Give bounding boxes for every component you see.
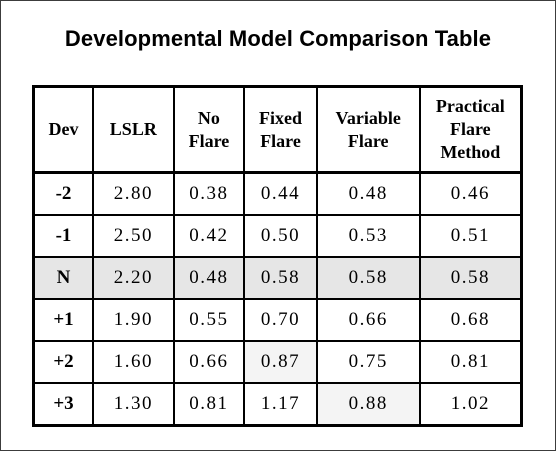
cell-dev: -1	[32, 214, 94, 258]
table-row: +3 1.30 0.81 1.17 0.88 1.02	[32, 382, 523, 427]
cell-fixed-flare: 0.70	[243, 298, 318, 342]
header-fixed-flare-line2: Flare	[260, 130, 301, 151]
header-no-flare-line1: No	[197, 107, 220, 128]
cell-no-flare: 0.42	[172, 214, 246, 258]
cell-lslr: 1.30	[91, 382, 175, 427]
table-title: Developmental Model Comparison Table	[64, 26, 492, 51]
header-practical-line1: Practical	[435, 96, 505, 116]
header-dev: Dev	[32, 85, 94, 174]
cell-practical: 0.58	[418, 256, 523, 300]
header-dev-label: Dev	[48, 119, 79, 139]
cell-fixed-flare: 0.50	[243, 214, 318, 258]
table-row: +1 1.90 0.55 0.70 0.66 0.68	[32, 298, 523, 342]
cell-fixed-flare: 1.17	[243, 382, 318, 427]
header-practical-line2: Flare	[449, 119, 491, 139]
cell-lslr: 1.90	[91, 298, 175, 342]
cell-dev: N	[32, 256, 94, 300]
cell-variable-flare: 0.66	[315, 298, 421, 342]
cell-no-flare: 0.48	[172, 256, 246, 300]
header-variable-flare-line1: Variable	[335, 107, 401, 128]
cell-dev: +1	[32, 298, 94, 342]
cell-lslr: 2.80	[91, 171, 175, 216]
cell-variable-flare: 0.88	[315, 382, 421, 427]
header-variable-flare-line2: Flare	[347, 130, 389, 151]
header-practical-line3: Method	[440, 142, 501, 162]
header-row: Dev LSLR No Flare Fixed Flare Variable F…	[32, 85, 523, 174]
cell-no-flare: 0.66	[172, 340, 246, 384]
header-lslr-label: LSLR	[109, 119, 157, 139]
cell-fixed-flare: 0.58	[243, 256, 318, 300]
header-lslr: LSLR	[91, 85, 175, 174]
header-variable-flare: Variable Flare	[315, 85, 421, 174]
cell-practical: 0.46	[418, 171, 523, 216]
header-no-flare-line2: Flare	[188, 130, 230, 151]
cell-no-flare: 0.38	[172, 171, 246, 216]
cell-dev: -2	[32, 171, 94, 216]
cell-practical: 0.68	[418, 298, 523, 342]
header-no-flare: No Flare	[172, 85, 246, 174]
cell-variable-flare: 0.58	[315, 256, 421, 300]
cell-variable-flare: 0.48	[315, 171, 421, 216]
header-fixed-flare-line1: Fixed	[259, 107, 303, 128]
cell-fixed-flare: 0.44	[243, 171, 318, 216]
comparison-table: Dev LSLR No Flare Fixed Flare Variable F…	[32, 85, 523, 427]
cell-dev: +3	[32, 382, 94, 427]
cell-no-flare: 0.55	[172, 298, 246, 342]
cell-fixed-flare: 0.87	[243, 340, 318, 384]
cell-practical: 0.81	[418, 340, 523, 384]
table-row: +2 1.60 0.66 0.87 0.75 0.81	[32, 340, 523, 384]
cell-practical: 0.51	[418, 214, 523, 258]
cell-lslr: 2.50	[91, 214, 175, 258]
cell-lslr: 1.60	[91, 340, 175, 384]
table-row: -1 2.50 0.42 0.50 0.53 0.51	[32, 214, 523, 258]
cell-practical: 1.02	[418, 382, 523, 427]
header-practical-flare-method: Practical Flare Method	[418, 85, 523, 174]
cell-variable-flare: 0.75	[315, 340, 421, 384]
cell-no-flare: 0.81	[172, 382, 246, 427]
table-row: -2 2.80 0.38 0.44 0.48 0.46	[32, 171, 523, 216]
cell-variable-flare: 0.53	[315, 214, 421, 258]
table-row-highlighted: N 2.20 0.48 0.58 0.58 0.58	[32, 256, 523, 300]
header-fixed-flare: Fixed Flare	[243, 85, 318, 174]
cell-dev: +2	[32, 340, 94, 384]
cell-lslr: 2.20	[91, 256, 175, 300]
